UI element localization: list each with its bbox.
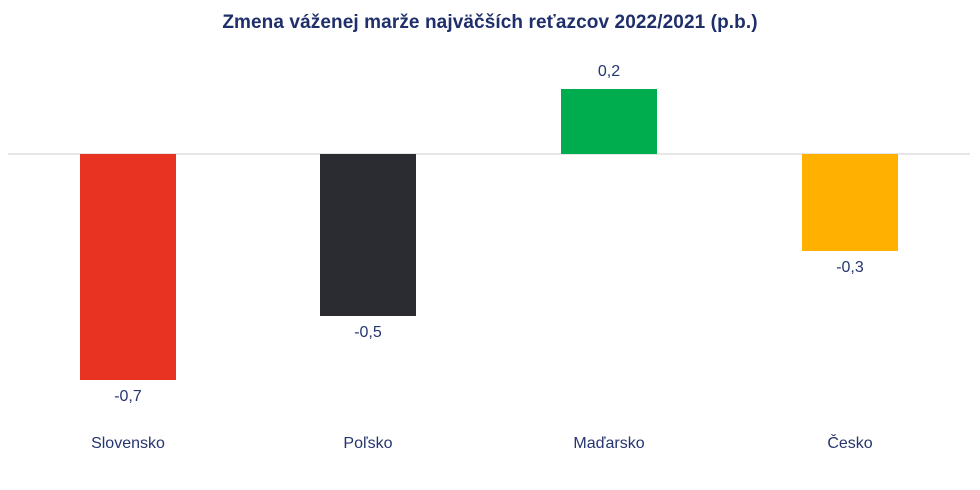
category-label-cesko: Česko	[827, 435, 873, 452]
category-label-polsko: Poľsko	[343, 435, 393, 452]
chart-title: Zmena váženej marže najväčších reťazcov …	[222, 12, 758, 33]
bar-madarsko	[561, 89, 657, 154]
value-label-madarsko: 0,2	[597, 63, 621, 81]
value-label-slovensko: -0,7	[114, 388, 142, 406]
value-label-polsko: -0,5	[354, 323, 382, 341]
category-label-slovensko: Slovensko	[91, 435, 165, 452]
bar-cesko	[802, 154, 898, 251]
bar-polsko	[320, 154, 416, 316]
value-label-cesko: -0,3	[836, 258, 864, 276]
zero-axis-line	[8, 153, 970, 155]
bar-slovensko	[80, 154, 176, 381]
category-label-madarsko: Maďarsko	[573, 435, 645, 452]
